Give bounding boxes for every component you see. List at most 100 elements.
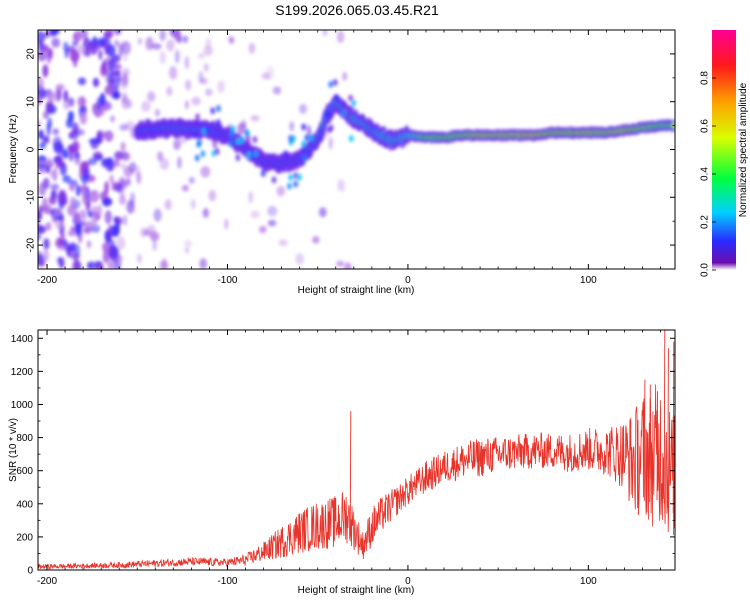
heatmap-noise-blob: [47, 47, 52, 58]
heatmap-noise-blob: [146, 224, 156, 234]
heatmap-ridge-scatter: [288, 174, 294, 181]
heatmap-x-tick-label: -100: [217, 275, 237, 286]
heatmap-ridge-scatter: [302, 154, 308, 162]
heatmap-noise-blob: [110, 252, 120, 263]
heatmap-noise-blob: [208, 189, 217, 202]
heatmap-noise-blob: [50, 30, 58, 37]
heatmap-noise-blob: [87, 261, 97, 269]
heatmap-y-label: Frequency (Hz): [8, 115, 19, 184]
heatmap-noise-blob: [122, 214, 128, 226]
heatmap-ridge-scatter: [239, 136, 245, 144]
heatmap-y-ticks: -20 -10 0 10 20: [26, 29, 675, 270]
heatmap-noise-blob: [107, 78, 114, 88]
snr-x-tick-label: -200: [37, 576, 57, 587]
colorbar-label: Normalized spectral amplitude: [738, 82, 749, 217]
heatmap-noise-blob: [84, 167, 90, 181]
heatmap-noise-blob: [190, 199, 196, 210]
snr-series-line: [38, 384, 675, 570]
heatmap-ridge-scatter: [246, 151, 252, 159]
heatmap-ridge-scatter: [341, 101, 347, 109]
snr-panel: -200 -100 0 100 0 200 400 600 800 1000 1200 1400 H…: [8, 329, 676, 596]
heatmap-x-ticks: -200 -100 0 100: [37, 30, 661, 286]
heatmap-background: [38, 30, 675, 269]
heatmap-noise-blob: [79, 30, 88, 39]
heatmap-noise-blob: [38, 210, 43, 222]
colorbar-tick-label: 0.6: [700, 119, 711, 133]
heatmap-noise-blob: [336, 260, 345, 267]
colorbar-tick-label: 0.8: [700, 71, 711, 85]
snr-x-tick-label: -100: [217, 576, 237, 587]
heatmap-noise-blob: [38, 182, 47, 196]
heatmap-x-label: Height of straight line (km): [298, 285, 415, 296]
heatmap-noise-blob: [38, 40, 45, 51]
heatmap-noise-blob: [118, 43, 124, 57]
heatmap-noise-blob: [52, 167, 58, 182]
heatmap-noise-blob: [67, 110, 74, 122]
heatmap-noise-blob: [240, 119, 247, 128]
colorbar-ticks: 0.0 0.2 0.4 0.6 0.8: [700, 71, 716, 277]
heatmap-noise-blob: [177, 156, 182, 169]
heatmap-ridge-scatter: [326, 110, 332, 118]
heatmap-noise-blob: [67, 230, 76, 237]
heatmap-noise-blob: [110, 115, 115, 123]
heatmap-noise-blob: [96, 130, 106, 138]
heatmap-noise-blob: [74, 157, 81, 166]
heatmap-noise-blob: [38, 129, 44, 140]
heatmap-noise-blob: [120, 141, 126, 152]
heatmap-ridge-scatter: [301, 123, 307, 131]
figure-title: S199.2026.065.03.45.R21: [275, 2, 439, 18]
heatmap-noise-blob: [104, 181, 109, 195]
heatmap-noise-blob: [57, 189, 67, 204]
heatmap-y-tick-label: -20: [26, 237, 37, 252]
heatmap-ridge-scatter: [334, 94, 340, 102]
heatmap-noise-blob: [184, 100, 189, 110]
heatmap-noise-blob: [42, 64, 49, 78]
heatmap-noise-blob: [137, 37, 142, 45]
heatmap-noise-blob: [43, 238, 50, 250]
heatmap-ridge-scatter: [229, 130, 235, 138]
heatmap-noise-blob: [184, 239, 192, 248]
heatmap-ridge-scatter: [230, 125, 236, 133]
heatmap-noise-blob: [136, 253, 142, 264]
colorbar-tick-label: 0.4: [700, 167, 711, 181]
heatmap-ridge-scatter: [346, 110, 352, 118]
heatmap-noise-blob: [135, 166, 141, 180]
heatmap-y-tick-label: 0: [26, 146, 37, 152]
heatmap-noise-blob: [119, 124, 129, 131]
heatmap-noise-blob: [107, 261, 114, 269]
heatmap-ridge-scatter: [290, 135, 296, 142]
heatmap-noise-blob: [86, 240, 92, 249]
snr-y-tick-label: 1200: [11, 367, 34, 378]
heatmap-ridge-scatter: [192, 132, 198, 140]
heatmap-noise-blob: [259, 225, 267, 234]
heatmap-noise-blob: [38, 30, 46, 44]
heatmap-noise-blob: [66, 243, 73, 252]
heatmap-ridge-scatter: [271, 176, 277, 184]
heatmap-noise-blob: [84, 221, 94, 233]
heatmap-ridge-scatter: [235, 154, 241, 162]
heatmap-ridge-scatter: [195, 120, 201, 128]
heatmap-noise-blob: [51, 37, 61, 48]
heatmap-noise-blob: [299, 103, 307, 114]
heatmap-noise-blob: [38, 76, 45, 91]
heatmap-noise-blob: [63, 89, 69, 103]
heatmap-noise-blob: [107, 59, 117, 71]
heatmap-noise-blob: [191, 96, 201, 106]
heatmap-noise-blob: [116, 236, 126, 251]
heatmap-noise-blob: [97, 204, 102, 217]
snr-y-tick-label: 800: [16, 433, 33, 444]
heatmap-noise-blob: [47, 157, 53, 166]
snr-y-tick-label: 200: [16, 532, 33, 543]
heatmap-noise-blob: [60, 232, 65, 241]
heatmap-noise-blob: [38, 163, 47, 170]
snr-spike: [672, 341, 675, 514]
heatmap-noise-blob: [188, 177, 195, 184]
snr-y-tick-label: 600: [16, 466, 33, 477]
colorbar-tick-label: 0.2: [700, 215, 711, 229]
snr-x-tick-label: 0: [405, 576, 411, 587]
heatmap-noise-blob: [81, 193, 89, 205]
heatmap-y-tick-label: 20: [26, 48, 37, 60]
snr-y-tick-label: 1000: [11, 400, 34, 411]
heatmap-noise-blob: [126, 200, 135, 214]
